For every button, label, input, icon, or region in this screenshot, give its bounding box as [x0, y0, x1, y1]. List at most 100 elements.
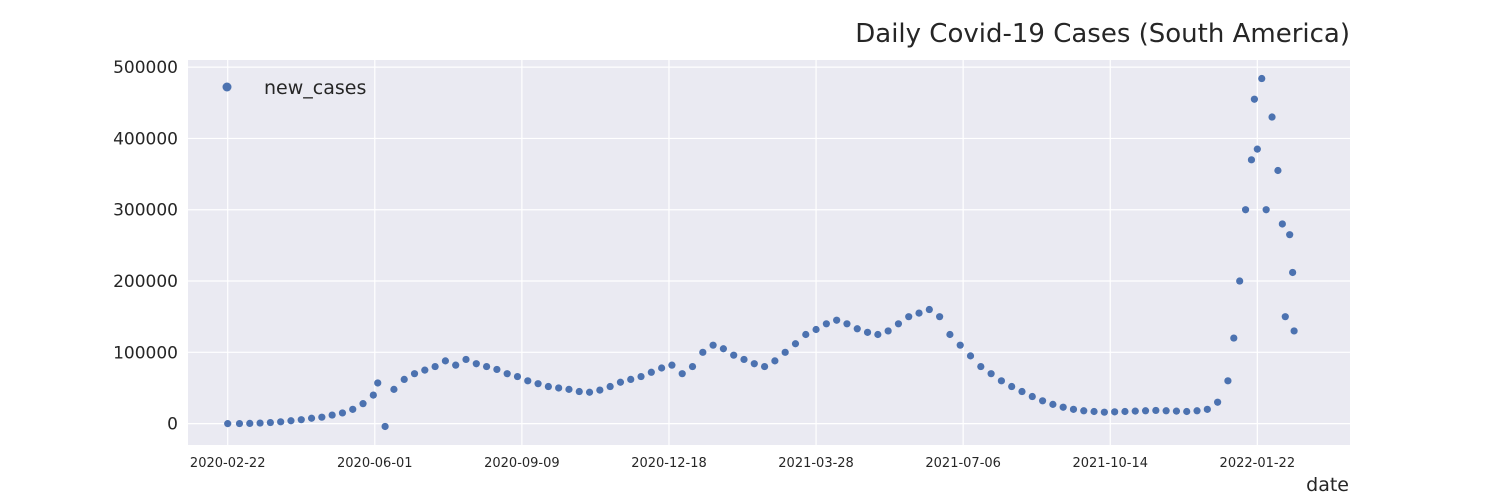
data-point — [369, 391, 377, 399]
data-point — [966, 352, 975, 360]
data-point — [771, 357, 779, 365]
data-point — [1028, 392, 1036, 401]
data-point — [802, 330, 810, 339]
data-point — [338, 409, 347, 417]
data-point — [503, 370, 511, 378]
y-tick-label: 200000 — [113, 272, 178, 292]
plot-area — [188, 60, 1350, 445]
data-point — [647, 368, 655, 376]
data-point — [1131, 407, 1139, 415]
data-point — [730, 351, 738, 359]
data-point — [1038, 397, 1047, 405]
data-point — [1080, 407, 1088, 415]
data-point — [1290, 327, 1298, 335]
data-point — [1250, 95, 1258, 103]
data-point — [493, 365, 501, 374]
chart-title: Daily Covid-19 Cases (South America) — [855, 19, 1350, 49]
data-point — [235, 419, 244, 428]
data-point — [946, 330, 954, 339]
data-point — [287, 417, 295, 425]
data-point — [977, 362, 985, 371]
data-point — [894, 320, 903, 328]
data-point — [256, 419, 264, 427]
data-point — [524, 377, 532, 385]
data-point — [585, 388, 594, 396]
data-point — [1262, 206, 1270, 214]
data-point — [658, 364, 666, 372]
legend-marker — [222, 82, 232, 92]
data-point — [1281, 313, 1289, 321]
x-tick-label: 2021-03-28 — [778, 456, 854, 471]
data-point — [699, 348, 707, 356]
data-point — [374, 379, 382, 387]
grid-lines — [188, 60, 1350, 445]
data-point — [431, 362, 439, 371]
data-point — [421, 366, 429, 374]
data-point — [1241, 206, 1250, 214]
data-point — [555, 384, 563, 392]
data-point — [1214, 398, 1222, 406]
data-point — [1100, 408, 1108, 416]
data-point — [997, 377, 1006, 385]
data-point — [1224, 377, 1232, 385]
data-point — [1253, 145, 1261, 153]
data-point — [277, 418, 285, 426]
data-point — [843, 320, 851, 328]
data-points — [224, 74, 1298, 431]
data-point — [390, 385, 398, 393]
data-point — [781, 348, 789, 356]
data-point — [750, 360, 758, 368]
data-point — [513, 372, 522, 381]
data-point — [297, 416, 305, 424]
data-point — [381, 422, 389, 431]
x-axis-label: date — [1306, 474, 1349, 496]
data-point — [1183, 407, 1191, 416]
data-point — [833, 316, 841, 324]
data-point — [853, 325, 861, 333]
data-point — [606, 382, 614, 391]
data-point — [1069, 405, 1078, 413]
data-point — [349, 405, 357, 413]
data-point — [1230, 334, 1238, 342]
data-point — [627, 375, 635, 384]
data-point — [1278, 220, 1286, 228]
data-point — [874, 330, 882, 339]
data-point — [1172, 407, 1181, 415]
data-point — [760, 362, 769, 371]
data-point — [1203, 405, 1211, 413]
data-point — [668, 361, 676, 369]
data-point — [1121, 407, 1129, 416]
data-point — [1141, 407, 1150, 415]
data-point — [791, 340, 800, 348]
y-axis-ticks: 0 100000 200000 300000 400000 500000 — [113, 58, 178, 434]
x-tick-label: 2020-09-09 — [484, 456, 560, 471]
data-point — [709, 341, 717, 349]
data-point — [1059, 403, 1067, 411]
data-point — [616, 378, 625, 386]
x-tick-label: 2020-06-01 — [337, 456, 413, 471]
data-point — [328, 411, 336, 419]
x-tick-label: 2021-10-14 — [1072, 456, 1148, 471]
data-point — [1193, 407, 1201, 415]
data-point — [246, 419, 254, 427]
data-point — [482, 362, 491, 371]
y-tick-label: 100000 — [113, 343, 178, 363]
data-point — [596, 386, 604, 394]
y-tick-label: 0 — [167, 415, 178, 435]
data-point — [400, 375, 408, 384]
data-point — [1286, 231, 1294, 239]
data-point — [266, 418, 274, 427]
data-point — [472, 360, 480, 368]
data-point — [987, 370, 995, 378]
x-tick-label: 2020-02-22 — [190, 456, 266, 471]
data-point — [1018, 387, 1026, 396]
data-point — [884, 327, 892, 335]
data-point — [905, 313, 913, 321]
data-point — [1289, 268, 1297, 277]
legend: new_cases — [222, 77, 366, 99]
data-point — [1162, 407, 1170, 415]
data-point — [462, 355, 470, 364]
data-point — [822, 320, 830, 328]
data-point — [318, 413, 326, 421]
data-point — [441, 357, 450, 365]
